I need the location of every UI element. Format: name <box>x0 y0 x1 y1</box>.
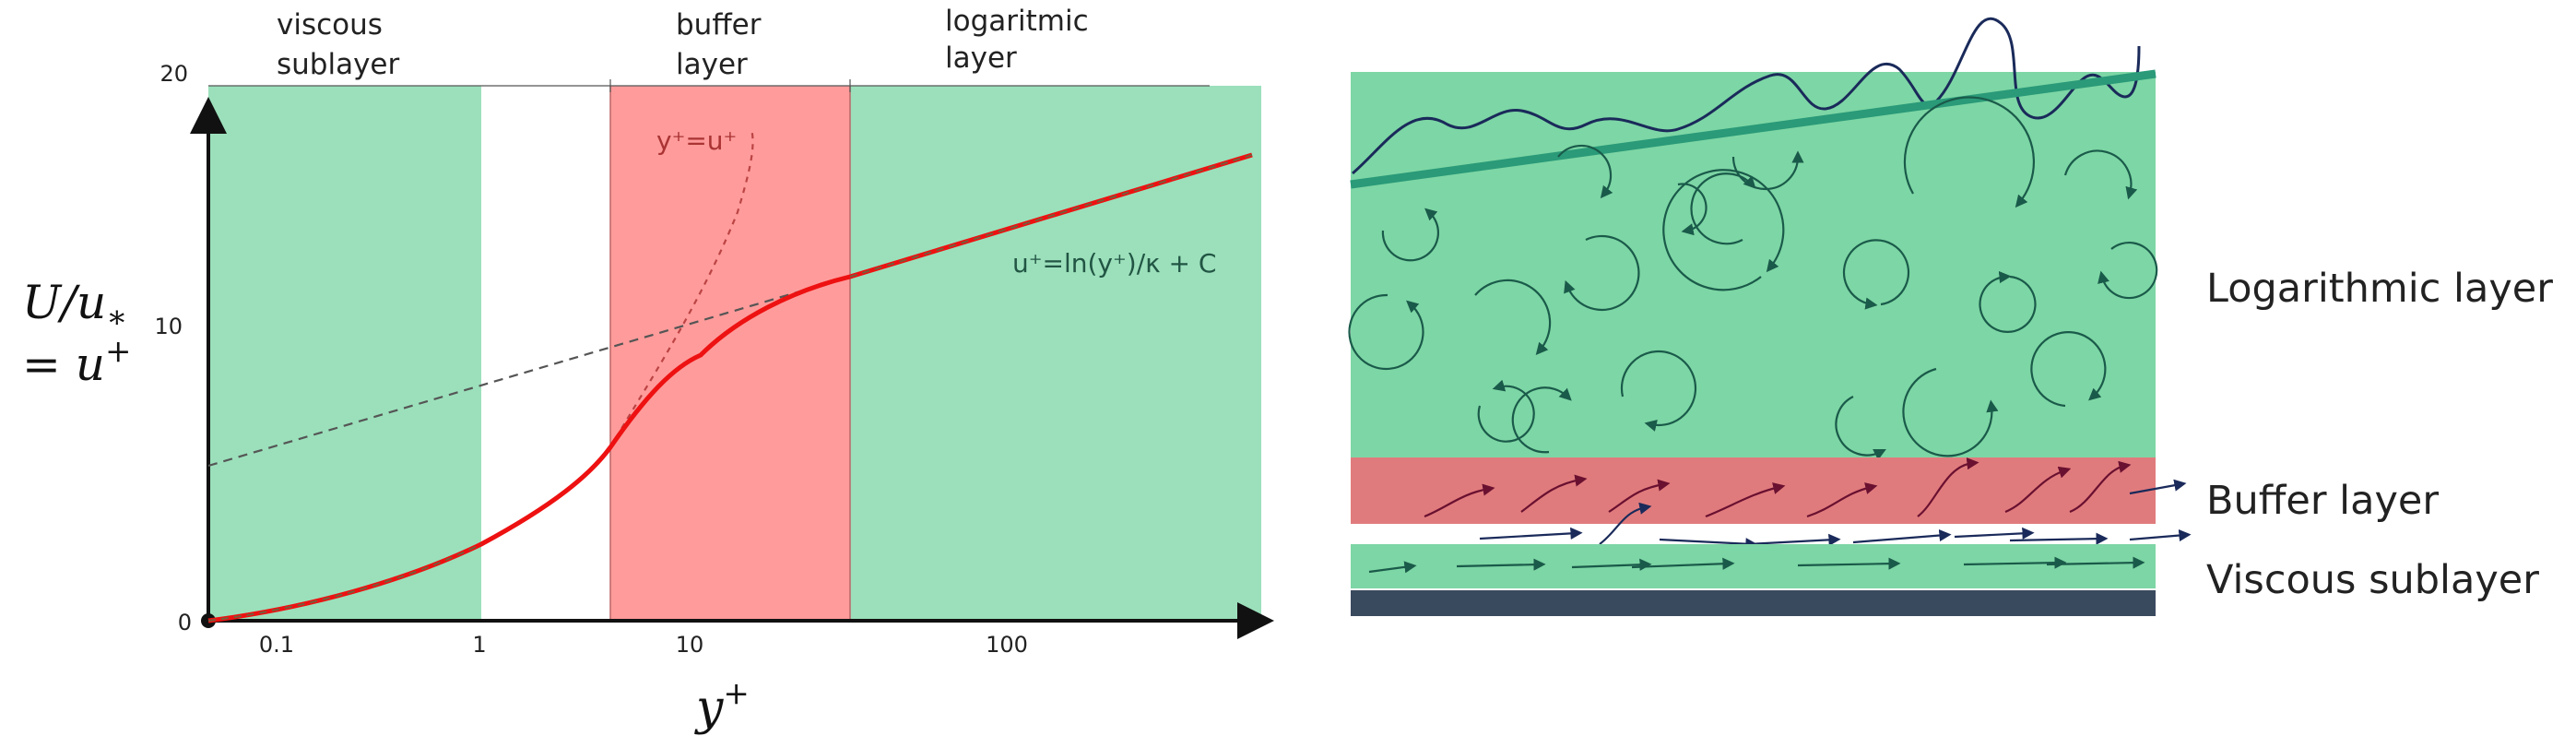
x-tick-10: 10 <box>676 632 704 658</box>
eddy-2 <box>1348 293 1424 371</box>
wall-block <box>1351 590 2156 616</box>
linear-annotation: y⁺=u⁺ <box>656 125 737 156</box>
log-layer-label: Logarithmic layer <box>2206 266 2553 312</box>
viscous-label-line2: sublayer <box>277 48 400 81</box>
linear-dashed-line <box>609 128 754 448</box>
log-region <box>850 86 1261 621</box>
log-layer-block <box>1351 72 2156 457</box>
eddy-20 <box>2030 331 2107 408</box>
x-tick-1: 1 <box>472 632 486 658</box>
x-axis-label: y+ <box>694 675 750 736</box>
y-tick-20: 20 <box>160 61 188 87</box>
y-tick-10: 10 <box>154 314 183 339</box>
eddy-5 <box>1564 234 1640 312</box>
y-tick-0: 0 <box>178 610 192 635</box>
buffer-region <box>610 86 850 621</box>
right-diagram: Logarithmic layer Buffer layer Viscous s… <box>1348 17 2553 616</box>
y-axis-label-line2: = u+ <box>22 333 132 391</box>
buffer-label-line2: layer <box>676 48 748 81</box>
eddy-14 <box>2063 149 2138 200</box>
eddy-16 <box>1511 386 1572 454</box>
eddy-17 <box>1620 350 1697 432</box>
eddy-4 <box>1474 279 1552 356</box>
x-tick-0.1: 0.1 <box>259 632 294 658</box>
left-chart: viscous sublayer buffer layer logaritmic… <box>22 5 1274 736</box>
eddy-7 <box>1690 172 1756 245</box>
log-law-dashed-line <box>207 275 851 468</box>
viscous-sublayer-label: Viscous sublayer <box>2206 557 2539 603</box>
log-law-annotation: u⁺=ln(y⁺)/κ + C <box>1012 248 1216 279</box>
viscous-streaks <box>1368 556 2145 574</box>
eddy-8 <box>1662 169 1785 291</box>
log-label-line2: layer <box>945 42 1017 75</box>
eddy-circles <box>1348 96 2158 460</box>
x-tick-100: 100 <box>986 632 1028 658</box>
eddy-12 <box>1979 270 2037 333</box>
gap-streaks <box>1479 479 2192 551</box>
buffer-label-line1: buffer <box>676 8 762 42</box>
eddy-15 <box>1477 379 1535 443</box>
log-label-line1: logaritmic <box>945 5 1089 38</box>
eddy-9 <box>1731 150 1804 191</box>
eddy-18 <box>1835 396 1886 460</box>
eddy-1 <box>1381 208 1439 262</box>
eddy-10 <box>1842 239 1910 310</box>
viscous-label-line1: viscous <box>277 8 383 42</box>
buffer-layer-label: Buffer layer <box>2206 478 2439 524</box>
boundary-layer-edge-line <box>1350 69 2157 189</box>
eddy-13 <box>2097 241 2158 300</box>
eddy-3 <box>1557 144 1613 199</box>
viscous-region <box>208 86 481 621</box>
eddy-19 <box>1902 367 1999 457</box>
velocity-profile-curve <box>207 152 1253 623</box>
turbulent-edge-wave <box>1352 17 2141 175</box>
y-axis-label: U/u∗ <box>22 276 127 336</box>
eddy-11 <box>1903 96 2036 208</box>
buffer-streaks <box>1424 457 2132 518</box>
